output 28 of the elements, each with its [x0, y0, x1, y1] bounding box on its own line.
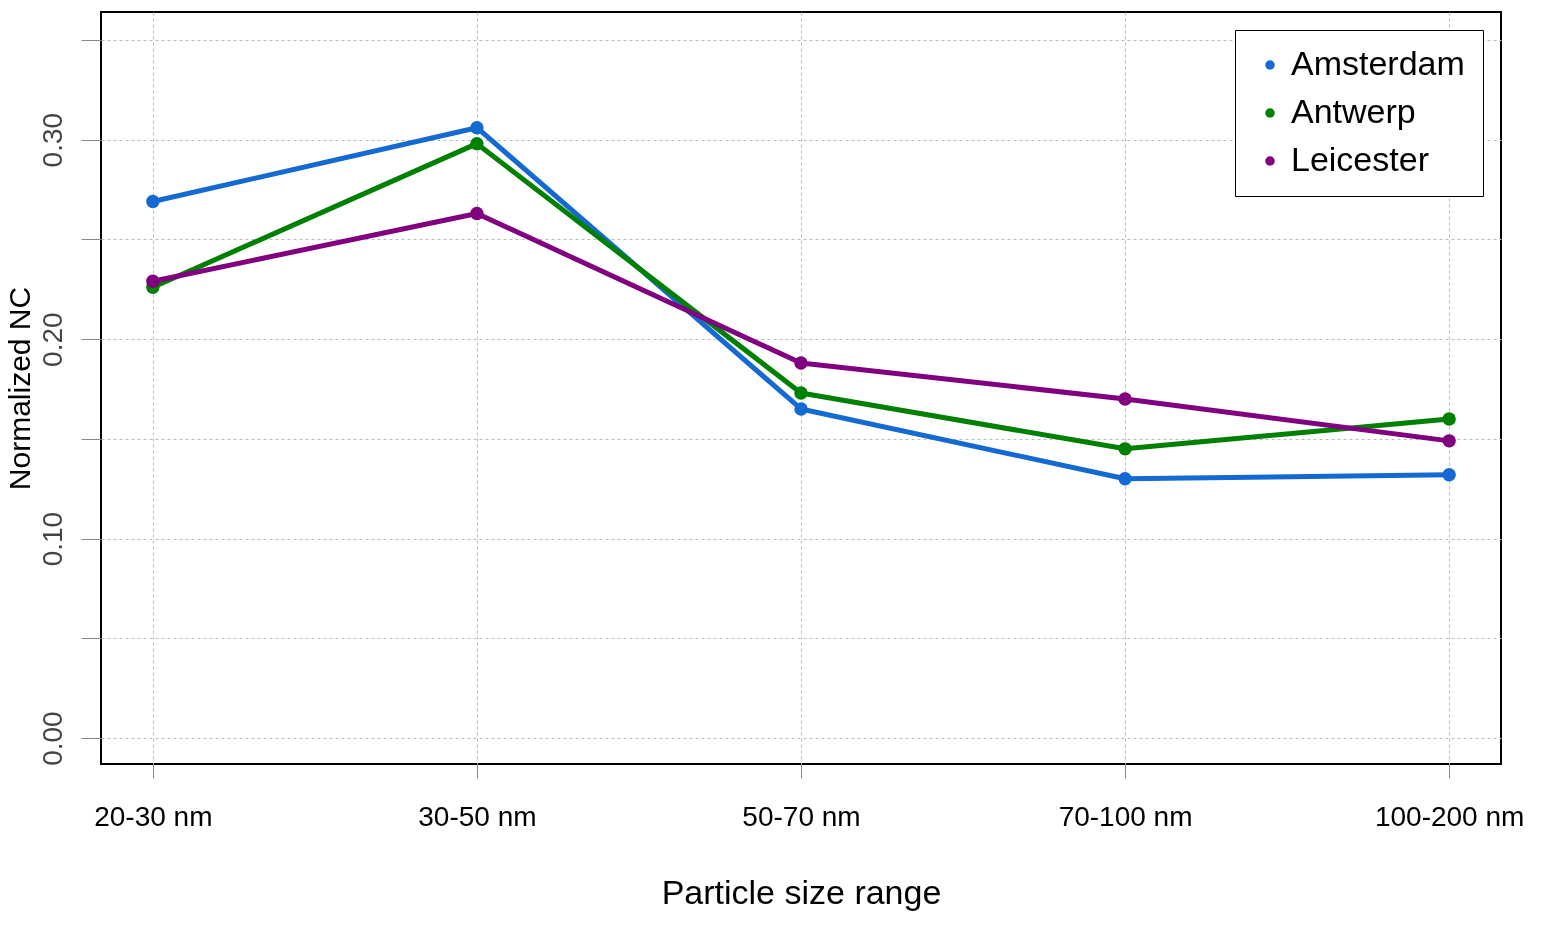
y-axis-title: Normalized NC	[2, 286, 36, 491]
x-tick-label: 70-100 nm	[1058, 800, 1193, 832]
legend-label: Amsterdam	[1291, 44, 1465, 82]
x-tick-label: 100-200 nm	[1374, 800, 1525, 832]
point	[1442, 434, 1456, 448]
y-tick-label: 0.10	[36, 511, 68, 567]
point	[794, 402, 808, 416]
point	[146, 194, 160, 209]
y-tick-label: 0.20	[36, 312, 68, 367]
x-axis-title: Particle size range	[661, 872, 942, 911]
point	[1118, 472, 1132, 486]
x-tick-label: 50-70 nm	[742, 800, 861, 832]
x-tick-label: 30-50 nm	[418, 800, 537, 832]
point	[470, 136, 484, 151]
y-tick-label: 0.00	[36, 711, 68, 766]
point	[794, 356, 808, 370]
legend-label: Leicester	[1291, 140, 1429, 178]
point	[470, 206, 484, 221]
point	[146, 274, 160, 288]
legend-label: Antwerp	[1291, 92, 1416, 130]
point	[1118, 442, 1132, 456]
y-tick-label: 0.30	[36, 112, 68, 168]
x-tick-label: 20-30 nm	[94, 800, 213, 832]
point	[1442, 468, 1456, 482]
point	[794, 386, 808, 400]
point	[470, 121, 484, 135]
point	[1442, 412, 1456, 426]
point	[1118, 392, 1132, 406]
